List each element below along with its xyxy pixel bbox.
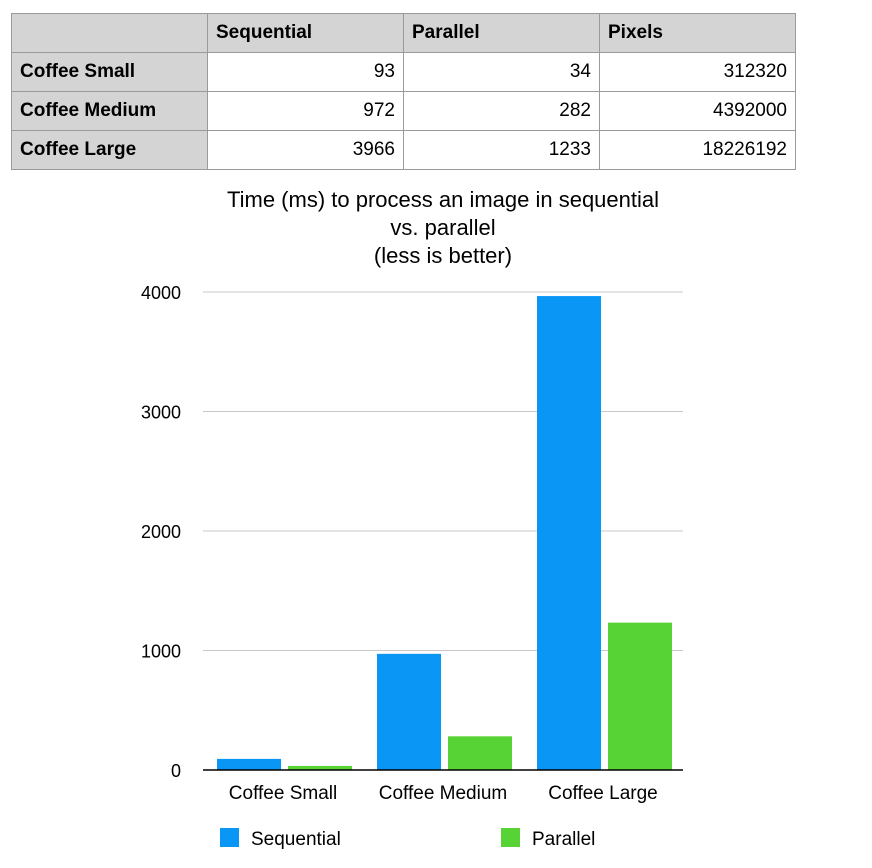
bar-parallel (288, 765, 352, 770)
y-tick-label: 0 (171, 761, 181, 781)
cell-sequential: 972 (207, 91, 404, 131)
legend-swatch-sequential (220, 828, 239, 847)
bar-sequential (537, 296, 601, 770)
table-header-row: Sequential Parallel Pixels (11, 13, 796, 53)
column-header-pixels: Pixels (599, 13, 796, 53)
bar-parallel (608, 622, 672, 770)
column-header-parallel: Parallel (403, 13, 600, 53)
x-tick-label: Coffee Medium (379, 783, 508, 804)
cell-parallel: 1233 (403, 130, 600, 170)
y-tick-label: 4000 (141, 283, 181, 303)
y-tick-label: 2000 (141, 522, 181, 542)
cell-sequential: 93 (207, 52, 404, 92)
table-row: Coffee Large 3966 1233 18226192 (11, 130, 796, 170)
bar-sequential (377, 653, 441, 770)
x-tick-label: Coffee Small (229, 783, 337, 804)
cell-pixels: 312320 (599, 52, 796, 92)
cell-sequential: 3966 (207, 130, 404, 170)
row-label: Coffee Large (11, 130, 208, 170)
data-table: Sequential Parallel Pixels Coffee Small … (11, 13, 796, 170)
table-row: Coffee Medium 972 282 4392000 (11, 91, 796, 131)
table-row: Coffee Small 93 34 312320 (11, 52, 796, 92)
chart-title-line-2: vs. parallel (390, 215, 496, 240)
chart-title-line-1: Time (ms) to process an image in sequent… (226, 187, 660, 212)
y-tick-label: 3000 (141, 403, 181, 423)
table-corner-cell (11, 13, 208, 53)
legend-label-sequential: Sequential (251, 829, 341, 850)
bar-parallel (448, 736, 512, 770)
legend-swatch-parallel (501, 828, 520, 847)
y-tick-label: 1000 (141, 642, 181, 662)
cell-pixels: 4392000 (599, 91, 796, 131)
cell-parallel: 282 (403, 91, 600, 131)
x-tick-label: Coffee Large (548, 783, 658, 804)
row-label: Coffee Medium (11, 91, 208, 131)
chart-title-line-3: (less is better) (373, 243, 513, 268)
legend-label-parallel: Parallel (532, 829, 595, 850)
cell-pixels: 18226192 (599, 130, 796, 170)
bar-sequential (217, 758, 281, 770)
